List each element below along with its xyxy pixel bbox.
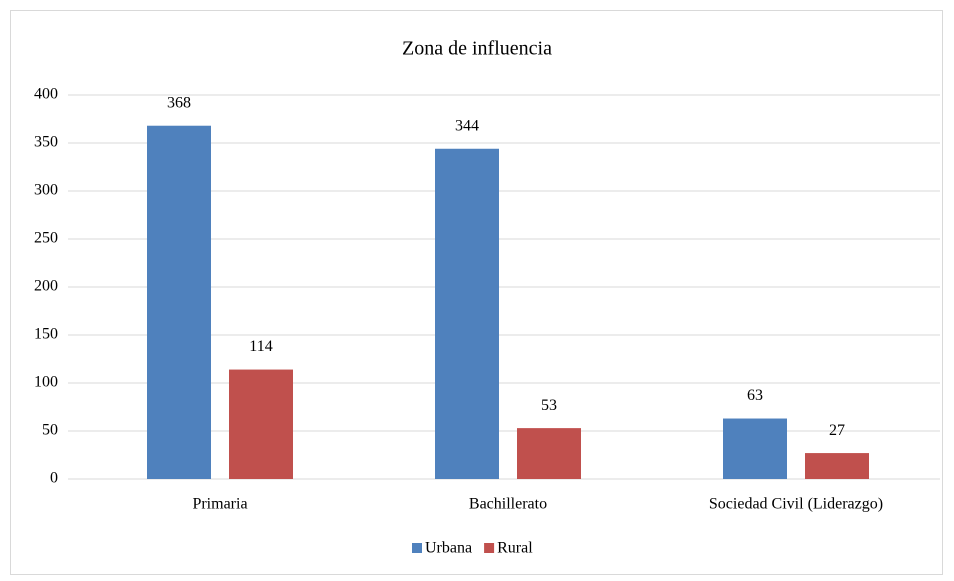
y-tick-label: 100 <box>34 374 58 391</box>
data-label: 27 <box>829 422 845 439</box>
x-tick-label: Bachillerato <box>469 496 547 513</box>
y-tick-label: 300 <box>34 182 58 199</box>
legend-label: Urbana <box>425 540 472 557</box>
y-tick-label: 150 <box>34 326 58 343</box>
data-label: 368 <box>167 94 191 111</box>
bar <box>723 418 787 479</box>
y-tick-label: 350 <box>34 134 58 151</box>
legend-swatch <box>412 543 422 553</box>
data-label: 114 <box>249 338 272 355</box>
y-tick-label: 200 <box>34 278 58 295</box>
y-tick-label: 50 <box>42 422 58 439</box>
bar <box>435 148 499 479</box>
data-label: 53 <box>541 397 557 414</box>
chart-title: Zona de influencia <box>402 38 552 60</box>
y-tick-label: 250 <box>34 230 58 247</box>
x-tick-label: Primaria <box>192 496 247 513</box>
x-tick-label: Sociedad Civil (Liderazgo) <box>709 496 883 513</box>
bar <box>229 369 293 479</box>
legend-label: Rural <box>497 540 533 557</box>
bar <box>517 428 581 479</box>
data-label: 344 <box>455 117 479 134</box>
bar <box>147 125 211 479</box>
y-tick-label: 0 <box>50 470 58 487</box>
y-tick-label: 400 <box>34 86 58 103</box>
legend-swatch <box>484 543 495 553</box>
bar <box>805 453 869 479</box>
data-label: 63 <box>747 387 763 404</box>
